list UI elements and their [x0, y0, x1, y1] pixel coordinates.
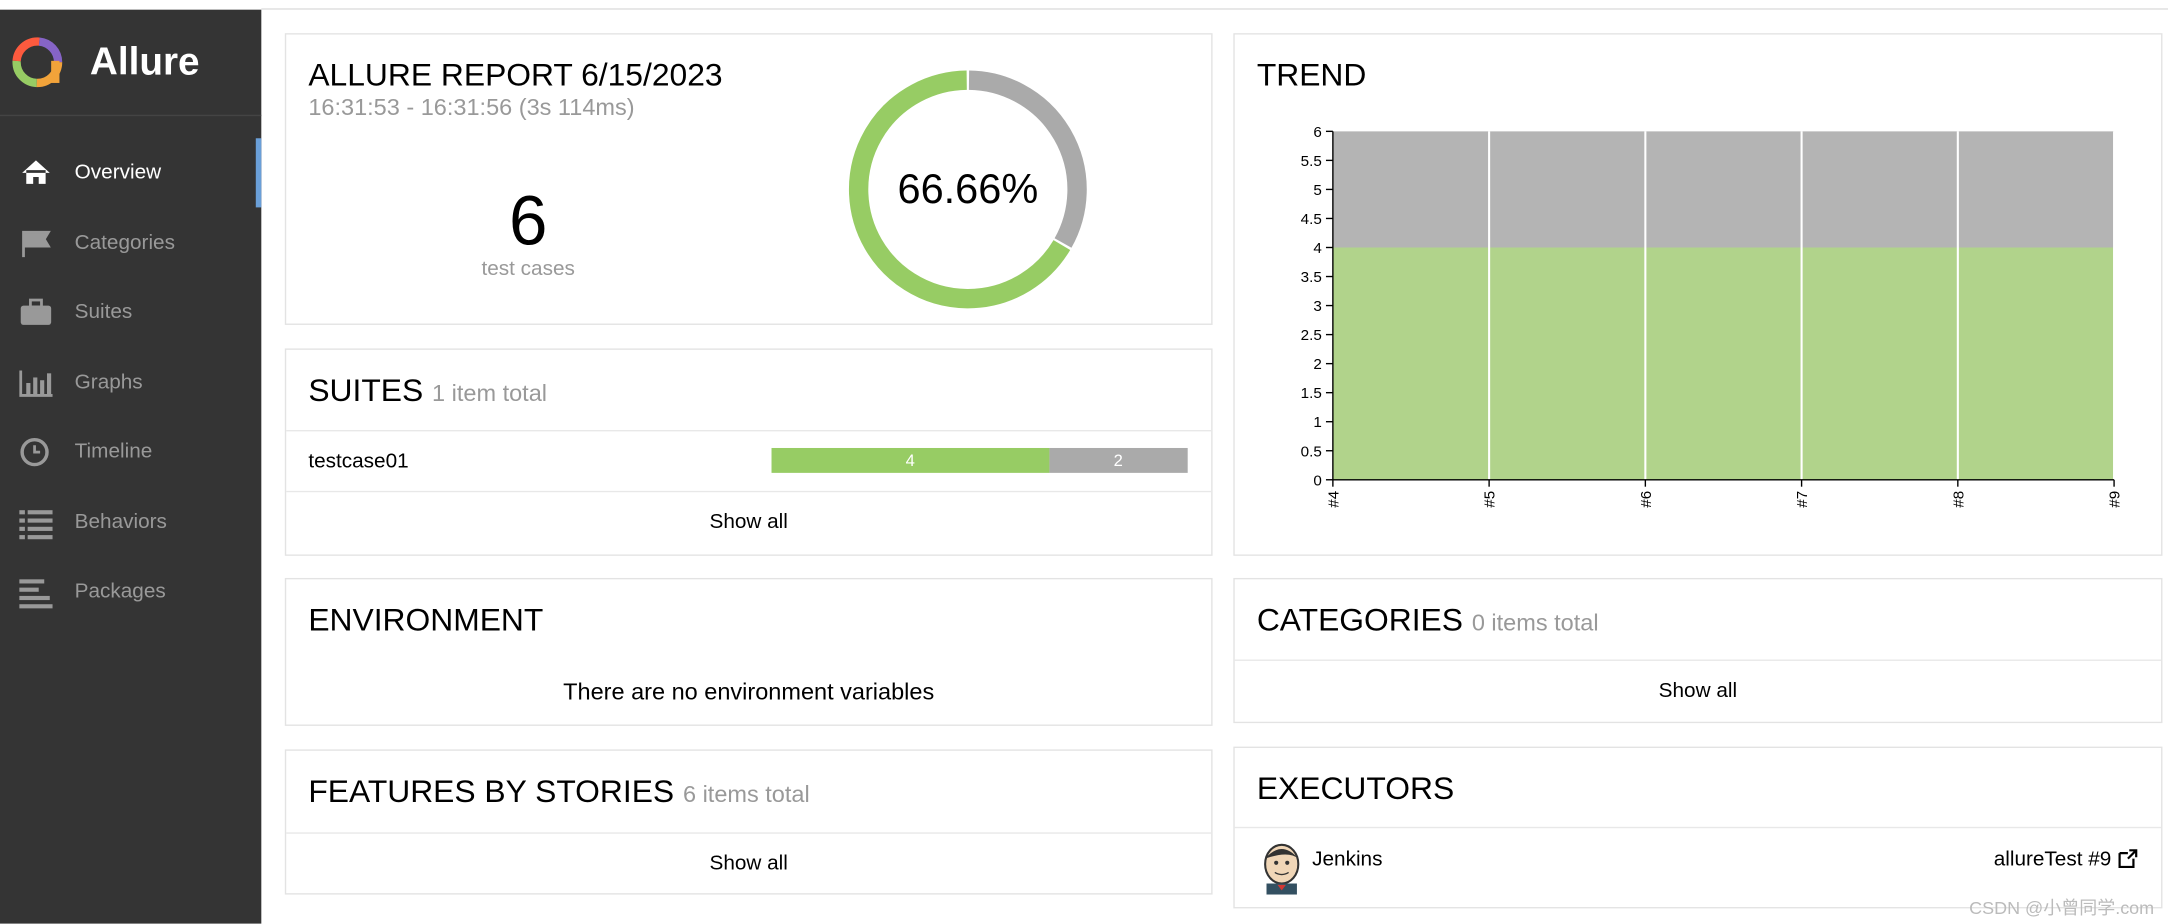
- trend-area: [1332, 247, 2115, 480]
- divider: [0, 114, 262, 117]
- separator: [286, 490, 1212, 493]
- y-tick-label: 4: [1313, 240, 1321, 257]
- report-title: ALLURE REPORT 6/15/2023: [308, 56, 723, 93]
- nav-icon: [20, 298, 52, 325]
- features-title: FEATURES BY STORIES 6 items total: [308, 773, 809, 810]
- nav-label: Overview: [74, 160, 162, 184]
- nav-item[interactable]: Suites: [0, 278, 261, 347]
- separator: [1234, 826, 2162, 829]
- top-rule: [261, 8, 2168, 10]
- executors-panel: EXECUTORS Jenkins allureTest #9: [1233, 746, 2163, 909]
- y-tick-label: 6: [1313, 124, 1321, 141]
- x-tick-label: #5: [1482, 491, 1499, 508]
- nav-label: Behaviors: [74, 509, 167, 534]
- x-tick-label: #4: [1325, 491, 1342, 508]
- nav-item[interactable]: Behaviors: [0, 487, 261, 556]
- nav-item[interactable]: Timeline: [0, 418, 261, 487]
- jenkins-icon: [1264, 843, 1300, 895]
- donut-failed: [968, 70, 1087, 248]
- total: 6 items total: [682, 781, 810, 808]
- y-tick-label: 1: [1313, 414, 1321, 431]
- environment-message: There are no environment variables: [563, 678, 935, 706]
- x-tick-label: #9: [2107, 491, 2124, 508]
- nav-item[interactable]: Graphs: [0, 348, 261, 417]
- y-tick-label: 5.5: [1301, 153, 1322, 170]
- test-count-label: test cases: [481, 257, 575, 281]
- features-panel: FEATURES BY STORIES 6 items total Show a…: [284, 749, 1213, 895]
- test-count: 6: [508, 182, 548, 260]
- separator: [286, 832, 1212, 834]
- executor-name: Jenkins: [1312, 847, 1383, 872]
- executor-build[interactable]: allureTest #9: [1993, 847, 2112, 872]
- y-tick-label: 0: [1313, 472, 1321, 489]
- watermark: CSDN @小曾同学.com: [1969, 897, 2155, 919]
- categories-panel: CATEGORIES 0 items total Show all: [1233, 577, 2163, 724]
- donut-passed: [848, 70, 1071, 309]
- y-tick-label: 5: [1313, 182, 1321, 199]
- suite-bar-passed: 4: [771, 447, 1049, 473]
- total: 1 item total: [432, 380, 548, 407]
- nav-item[interactable]: Overview: [0, 138, 261, 207]
- y-tick-label: 3: [1313, 298, 1321, 315]
- y-tick-label: 0.5: [1301, 443, 1322, 460]
- separator: [286, 430, 1212, 432]
- title: SUITES: [308, 371, 424, 408]
- sidebar: Allure Overview Categories Suites Graphs Tim…: [0, 9, 262, 924]
- y-tick-label: 2: [1313, 356, 1321, 373]
- nav-icon: [19, 369, 53, 397]
- nav-label: Graphs: [74, 369, 143, 394]
- summary-panel: ALLURE REPORT 6/15/2023 16:31:53 - 16:31…: [284, 33, 1213, 325]
- trend-title: TREND: [1256, 56, 1367, 93]
- nav-icon: [19, 509, 53, 539]
- show-all[interactable]: Show all: [709, 510, 788, 534]
- x-tick-label: #8: [1950, 491, 1967, 508]
- suites-title: SUITES 1 item total: [308, 372, 547, 409]
- environment-panel: ENVIRONMENT There are no environment var…: [284, 577, 1213, 726]
- title: FEATURES BY STORIES: [308, 772, 675, 809]
- donut-percent: 66.66%: [897, 167, 1039, 213]
- nav-label: Suites: [74, 300, 133, 324]
- suite-bar-failed: 2: [1048, 447, 1188, 473]
- trend-chart: #4 #5 #6 #7 #8 #9 0 0.5 1 1.5 2 2.5 3 3.5 4 4.5 5 5.5 6: [1301, 124, 2124, 508]
- active-indicator: [255, 138, 262, 208]
- nav-label: Categories: [74, 230, 175, 254]
- nav-icon: [20, 437, 49, 467]
- nav-icon: [22, 160, 50, 184]
- donut: [848, 70, 1087, 309]
- report-time: 16:31:53 - 16:31:56 (3s 114ms): [308, 94, 635, 121]
- nav-icon: [19, 579, 53, 609]
- environment-title: ENVIRONMENT: [308, 601, 544, 638]
- nav-item[interactable]: Categories: [0, 208, 261, 277]
- y-tick-label: 2.5: [1301, 327, 1322, 344]
- title: CATEGORIES: [1256, 601, 1463, 638]
- x-tick-label: #7: [1794, 491, 1811, 508]
- trend-area: [1332, 131, 2115, 248]
- external-link-icon[interactable]: [2117, 848, 2139, 870]
- trend-panel: TREND #4 #5 #6 #7 #8 #9 0 0.5 1 1.5 2 2.5 3 3.5 4 4.5 5 5…: [1233, 33, 2163, 556]
- y-tick-label: 3.5: [1301, 269, 1322, 286]
- show-all[interactable]: Show all: [1658, 678, 1738, 703]
- suite-name[interactable]: testcase01: [308, 449, 409, 473]
- y-tick-label: 1.5: [1301, 385, 1322, 402]
- categories-title: CATEGORIES 0 items total: [1257, 601, 1599, 638]
- executors-title: EXECUTORS: [1256, 770, 1455, 807]
- nav-item[interactable]: Packages: [0, 557, 261, 626]
- separator: [1234, 659, 2162, 661]
- x-tick-label: #6: [1638, 491, 1655, 508]
- brand: Allure: [89, 40, 200, 83]
- y-tick-label: 4.5: [1301, 211, 1322, 228]
- nav-icon: [22, 230, 51, 257]
- logo: [12, 37, 63, 88]
- total: 0 items total: [1471, 609, 1599, 637]
- nav-label: Timeline: [74, 439, 153, 464]
- show-all[interactable]: Show all: [709, 851, 788, 876]
- nav-label: Packages: [74, 579, 166, 603]
